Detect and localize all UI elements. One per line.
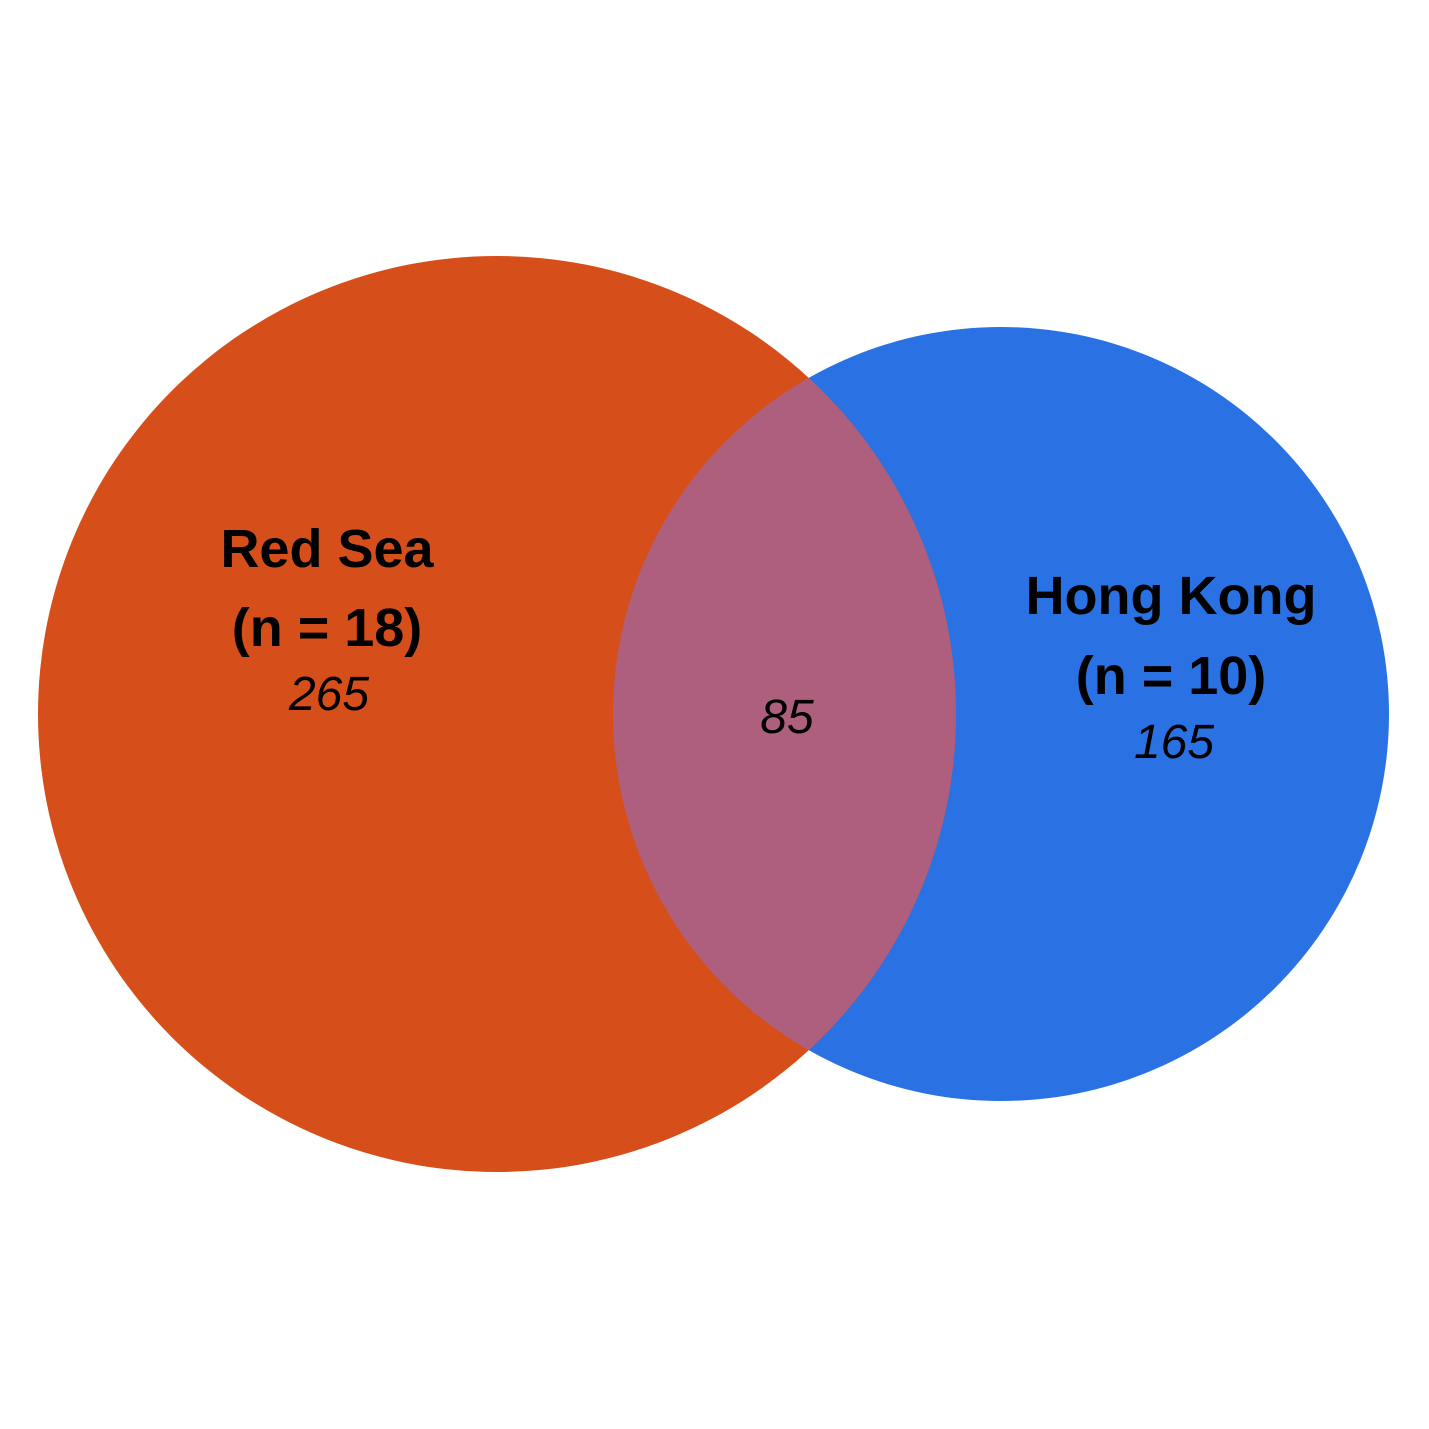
hong-kong-unique-count: 165 (1134, 716, 1214, 769)
red-sea-unique-count: 265 (288, 668, 369, 721)
overlap-count: 85 (760, 691, 814, 744)
red-sea-sample-size: (n = 18) (232, 598, 423, 658)
hong-kong-label: Hong Kong (n = 10) 165 (1026, 566, 1317, 769)
red-sea-title: Red Sea (220, 519, 434, 579)
red-sea-label: Red Sea (n = 18) 265 (220, 519, 434, 721)
overlap-region (613, 327, 956, 1101)
hong-kong-sample-size: (n = 10) (1076, 646, 1267, 706)
hong-kong-title: Hong Kong (1026, 566, 1317, 626)
